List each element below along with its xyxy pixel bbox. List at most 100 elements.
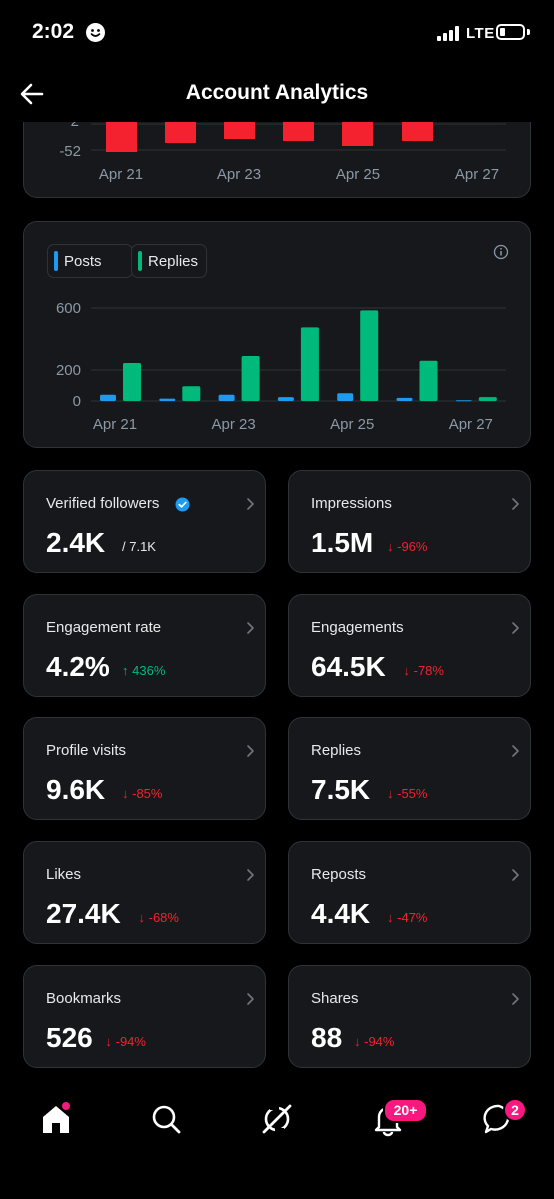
x-tick-label: Apr 21 <box>93 416 137 433</box>
signal-icon <box>437 26 459 41</box>
metric-value: 526 <box>46 1022 93 1053</box>
home-notification-dot <box>62 1102 70 1110</box>
battery-icon <box>496 24 525 40</box>
chevron-right-icon <box>247 498 254 510</box>
bar-posts <box>455 400 472 402</box>
metric-change-value: -94% <box>364 1034 395 1049</box>
chevron-right-icon <box>512 498 519 510</box>
arrow-down-icon: ↓ <box>138 910 149 925</box>
status-time: 2:02 <box>32 20 75 43</box>
metric-card-bookmarks[interactable]: Bookmarks 526 ↓ -94% <box>23 965 266 1068</box>
metric-value: 1.5M <box>311 527 374 558</box>
chevron-right-icon <box>512 622 519 634</box>
back-arrow-icon[interactable] <box>18 80 48 108</box>
metric-card-profile-visits[interactable]: Profile visits 9.6K ↓ -85% <box>23 717 266 820</box>
metric-card-shares[interactable]: Shares 88 ↓ -94% <box>288 965 531 1068</box>
metric-title: Profile visits <box>46 742 127 759</box>
metric-title: Shares <box>311 990 359 1007</box>
bar-replies <box>360 310 379 401</box>
bar-replies <box>419 360 438 401</box>
arrow-up-icon: ↑ <box>122 663 133 678</box>
y-tick-label: 200 <box>56 362 81 379</box>
legend-posts[interactable]: Posts <box>47 244 133 278</box>
metric-total: / 7.1K <box>122 539 156 554</box>
metric-change-value: -68% <box>148 910 179 925</box>
metric-card-reposts[interactable]: Reposts 4.4K ↓ -47% <box>288 841 531 944</box>
legend-swatch-posts <box>54 251 58 271</box>
legend-replies[interactable]: Replies <box>131 244 207 278</box>
metric-card-engagement-rate[interactable]: Engagement rate 4.2% ↑ 436% <box>23 594 266 697</box>
metric-change-value: -85% <box>132 786 163 801</box>
metric-title: Bookmarks <box>46 990 122 1007</box>
metric-card-replies[interactable]: Replies 7.5K ↓ -55% <box>288 717 531 820</box>
bar-posts <box>277 397 294 401</box>
bar-posts <box>337 393 354 401</box>
search-icon[interactable] <box>147 1100 185 1138</box>
metric-card-verified-followers[interactable]: Verified followers 2.4K / 7.1K <box>23 470 266 573</box>
arrow-down-icon: ↓ <box>354 1034 365 1049</box>
top-bar <box>224 122 255 139</box>
metric-card-engagements[interactable]: Engagements 64.5K ↓ -78% <box>288 594 531 697</box>
chevron-right-icon <box>247 745 254 757</box>
arrow-down-icon: ↓ <box>387 539 398 554</box>
bar-posts <box>218 394 235 401</box>
metric-value: 4.4K <box>311 898 371 929</box>
metric-change: ↓ -94% <box>106 1034 146 1049</box>
page-title: Account Analytics <box>185 81 369 104</box>
bottom-tab-bar: 20+ 2 <box>0 1080 554 1199</box>
grok-icon[interactable] <box>258 1100 296 1138</box>
y-tick-label: 600 <box>56 300 81 317</box>
metric-change-value: -96% <box>397 539 428 554</box>
metric-change-value: -78% <box>413 663 444 678</box>
metric-change-value: 436% <box>132 663 166 678</box>
home-icon[interactable] <box>37 1100 75 1138</box>
y-tick-label: 0 <box>73 393 81 410</box>
network-label: LTE <box>466 25 495 42</box>
metric-title: Engagements <box>311 619 404 636</box>
metric-title: Replies <box>311 742 362 759</box>
chevron-right-icon <box>247 869 254 881</box>
messages-badge: 2 <box>503 1098 527 1122</box>
chevron-right-icon <box>247 993 254 1005</box>
status-bar: 2:02 LTE <box>0 0 554 66</box>
metric-change: ↓ -96% <box>387 539 427 554</box>
metric-change: ↓ -55% <box>387 786 427 801</box>
legend-label-posts: Posts <box>64 253 102 270</box>
metric-card-likes[interactable]: Likes 27.4K ↓ -68% <box>23 841 266 944</box>
metric-change-value: -55% <box>397 786 428 801</box>
info-icon[interactable] <box>493 244 509 260</box>
arrow-down-icon: ↓ <box>122 786 133 801</box>
metric-card-impressions[interactable]: Impressions 1.5M ↓ -96% <box>288 470 531 573</box>
arrow-down-icon: ↓ <box>403 663 414 678</box>
chevron-right-icon <box>512 745 519 757</box>
x-tick: Apr 27 <box>455 166 499 183</box>
metric-change-value: -94% <box>115 1034 146 1049</box>
top-bar <box>165 122 196 143</box>
top-bar <box>402 122 433 141</box>
arrow-down-icon: ↓ <box>105 1034 116 1049</box>
metric-change-value: -47% <box>397 910 428 925</box>
metric-change: ↑ 436% <box>122 663 165 678</box>
metric-value: 27.4K <box>46 898 121 929</box>
top-bar-chart: 2 -52 Apr 21 Apr 23 Apr 25 Apr 27 <box>59 113 506 183</box>
bar-posts <box>396 397 413 401</box>
posts-replies-bar-chart: 0 200 600 Apr 21 Apr 23 Apr 25 Apr 27 <box>56 300 506 433</box>
bar-replies <box>241 356 260 401</box>
metric-title: Engagement rate <box>46 619 162 636</box>
metric-change: ↓ -94% <box>354 1034 394 1049</box>
arrow-down-icon: ↓ <box>387 786 398 801</box>
page-header-overlay: Account Analytics <box>0 66 554 122</box>
metric-change: ↓ -78% <box>404 663 444 678</box>
bar-replies <box>300 327 319 401</box>
metric-title: Likes <box>46 866 82 883</box>
verified-badge-icon <box>175 497 190 512</box>
metric-change: ↓ -68% <box>139 910 179 925</box>
y-tick-minus-52: -52 <box>59 143 81 160</box>
header-backdrop <box>0 66 554 122</box>
metric-value: 2.4K <box>46 527 106 558</box>
posts-replies-chart-card: Posts Replies 0 200 600 Apr 21 Apr 23 Apr 25 A… <box>23 221 531 448</box>
metric-value: 4.2% <box>46 651 110 682</box>
legend-swatch-replies <box>138 251 142 271</box>
legend-label-replies: Replies <box>148 253 199 270</box>
chevron-right-icon <box>512 993 519 1005</box>
